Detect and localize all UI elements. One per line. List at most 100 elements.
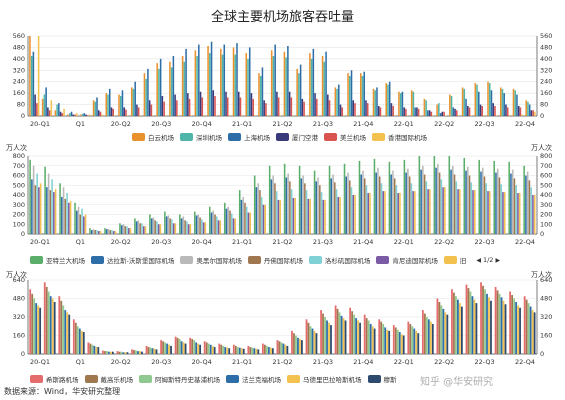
bar-p2-肯尼迪国际机场 xyxy=(487,191,489,234)
legend-item[interactable]: 旧 xyxy=(443,255,466,265)
y-tick-right: 640 xyxy=(540,276,552,284)
bar-p3-阿姆斯特丹史基浦机场 xyxy=(498,293,501,355)
bar-p2-丹佛国际机场 xyxy=(528,180,531,235)
legend-item[interactable]: 希斯路机场 xyxy=(30,374,79,384)
bar-p3-马德里巴拉哈斯机场 xyxy=(109,351,112,354)
bar-p3-法兰克福机场 xyxy=(427,319,430,354)
legend-pager: ◀ 1/2 ▶ xyxy=(474,256,502,264)
bar-p2-洛杉矶国际机场 xyxy=(470,182,473,234)
legend-item[interactable]: 美兰机场 xyxy=(324,132,366,142)
bar-p3-阿姆斯特丹史基浦机场 xyxy=(527,303,530,355)
bar-p2-旧 xyxy=(174,223,177,234)
bar-p1-白云机场 xyxy=(436,104,438,116)
legend-item[interactable]: 阿姆斯特丹史基浦机场 xyxy=(139,374,220,384)
legend-item[interactable]: 上海机场 xyxy=(228,132,270,142)
bar-p1-深圳机场 xyxy=(272,56,275,116)
bar-p2-旧 xyxy=(234,218,237,234)
bar-p1-美兰机场 xyxy=(392,106,394,116)
bar-p3-戴高乐机场 xyxy=(511,295,513,354)
bar-p1-白云机场 xyxy=(118,94,120,116)
legend-item[interactable]: 法兰克福机场 xyxy=(226,374,281,384)
legend-item[interactable]: 穆斯 xyxy=(367,374,397,384)
bar-p1-香港国际机场 xyxy=(63,108,65,116)
bar-p1-上海机场 xyxy=(363,71,366,116)
bar-p1-美兰机场 xyxy=(417,108,420,116)
y-tick-left: 480 xyxy=(13,295,25,303)
bar-p2-达拉斯-沃斯堡国际机场 xyxy=(61,196,63,234)
bar-p1-厦门空港 xyxy=(314,93,316,116)
legend-item[interactable]: 亚特兰大机场 xyxy=(30,255,85,265)
bar-p3-法兰克福机场 xyxy=(49,296,52,354)
legend-item[interactable]: 肯尼迪国际机场 xyxy=(376,255,438,265)
bar-p1-上海机场 xyxy=(376,87,378,116)
x-tick-label: 22-Q3 xyxy=(475,120,495,128)
bar-p2-达拉斯-沃斯堡国际机场 xyxy=(46,187,48,234)
prev-page-icon[interactable]: ◀ xyxy=(476,256,481,264)
legend-item[interactable]: 白云机场 xyxy=(132,132,174,142)
bar-p2-丹佛国际机场 xyxy=(94,230,97,234)
legend-item[interactable]: 马德里巴拉哈斯机场 xyxy=(287,374,362,384)
bar-p3-穆斯 xyxy=(330,325,332,354)
legend-swatch xyxy=(180,256,194,264)
bar-p2-丹佛国际机场 xyxy=(199,217,201,234)
bar-p2-肯尼迪国际机场 xyxy=(202,222,205,234)
bar-p1-厦门空港 xyxy=(110,107,113,116)
bar-p2-旧 xyxy=(503,192,506,234)
bar-p1-上海机场 xyxy=(452,107,455,116)
bar-p1-厦门空港 xyxy=(225,91,227,116)
bar-p2-洛杉矶国际机场 xyxy=(36,173,38,234)
y-tick-right: 480 xyxy=(540,43,552,51)
bar-p3-穆斯 xyxy=(344,320,347,354)
bar-p3-戴高乐机场 xyxy=(293,333,295,354)
legend-item[interactable]: 厦门空港 xyxy=(276,132,318,142)
bar-p2-丹佛国际机场 xyxy=(483,176,486,234)
bar-p1-厦门空港 xyxy=(479,104,482,116)
legend-item[interactable]: 深圳机场 xyxy=(180,132,222,142)
legend-item[interactable]: 洛杉矶国际机场 xyxy=(308,255,370,265)
bar-p1-白云机场 xyxy=(296,68,298,116)
bar-p3-马德里巴拉哈斯机场 xyxy=(284,344,287,354)
bar-p1-美兰机场 xyxy=(201,97,204,116)
bar-p3-希斯路机场 xyxy=(480,282,482,354)
bar-p3-马德里巴拉哈斯机场 xyxy=(517,305,519,354)
bar-p1-上海机场 xyxy=(299,64,302,116)
bar-p1-美兰机场 xyxy=(303,101,305,116)
legend-item[interactable]: 戴高乐机场 xyxy=(84,374,133,384)
legend-item[interactable]: 丹佛国际机场 xyxy=(247,255,303,265)
bar-p2-肯尼迪国际机场 xyxy=(277,199,280,235)
bar-p2-丹佛国际机场 xyxy=(124,226,126,234)
legend-label: 香港国际机场 xyxy=(388,134,427,142)
legend-item[interactable]: 香港国际机场 xyxy=(372,132,427,142)
bar-p1-深圳机场 xyxy=(463,88,466,116)
y-tick-right: 0 xyxy=(540,112,544,120)
bar-p3-阿姆斯特丹史基浦机场 xyxy=(353,314,356,354)
legend-item[interactable]: 达拉斯-沃斯堡国际机场 xyxy=(91,255,174,265)
bar-p2-洛杉矶国际机场 xyxy=(440,179,443,234)
bar-p3-马德里巴拉哈斯机场 xyxy=(269,347,272,354)
bar-p2-洛杉矶国际机场 xyxy=(290,189,293,234)
x-tick-label: 21-Q1 xyxy=(232,238,252,246)
bar-p3-希斯路机场 xyxy=(320,310,322,354)
bar-p2-肯尼迪国际机场 xyxy=(142,226,145,234)
next-page-icon[interactable]: ▶ xyxy=(495,256,501,264)
bar-p3-戴高乐机场 xyxy=(263,344,266,354)
bar-p3-戴高乐机场 xyxy=(394,327,397,354)
bar-p3-阿姆斯特丹史基浦机场 xyxy=(33,298,36,354)
y-tick-left: 160 xyxy=(13,89,25,97)
bar-p1-厦门空港 xyxy=(517,106,520,116)
bar-p1-香港国际机场 xyxy=(88,114,91,116)
bar-p2-达拉斯-沃斯堡国际机场 xyxy=(225,208,228,234)
bar-p3-戴高乐机场 xyxy=(322,313,324,354)
bar-p2-亚特兰大机场 xyxy=(59,183,61,234)
bar-p1-美兰机场 xyxy=(87,115,89,116)
bar-p2-丹佛国际机场 xyxy=(109,230,112,234)
y-tick-left: 400 xyxy=(13,191,25,199)
bar-p3-马德里巴拉哈斯机场 xyxy=(255,348,258,354)
bar-p3-希斯路机场 xyxy=(421,310,424,354)
bar-p1-深圳机场 xyxy=(119,96,122,116)
legend-item[interactable]: 奥黑尔国际机场 xyxy=(180,255,242,265)
bar-p3-法兰克福机场 xyxy=(282,343,285,354)
x-tick-label: 20-Q3 xyxy=(151,358,171,366)
legend-label: 穆斯 xyxy=(383,376,397,384)
bar-p2-肯尼迪国际机场 xyxy=(247,212,250,234)
